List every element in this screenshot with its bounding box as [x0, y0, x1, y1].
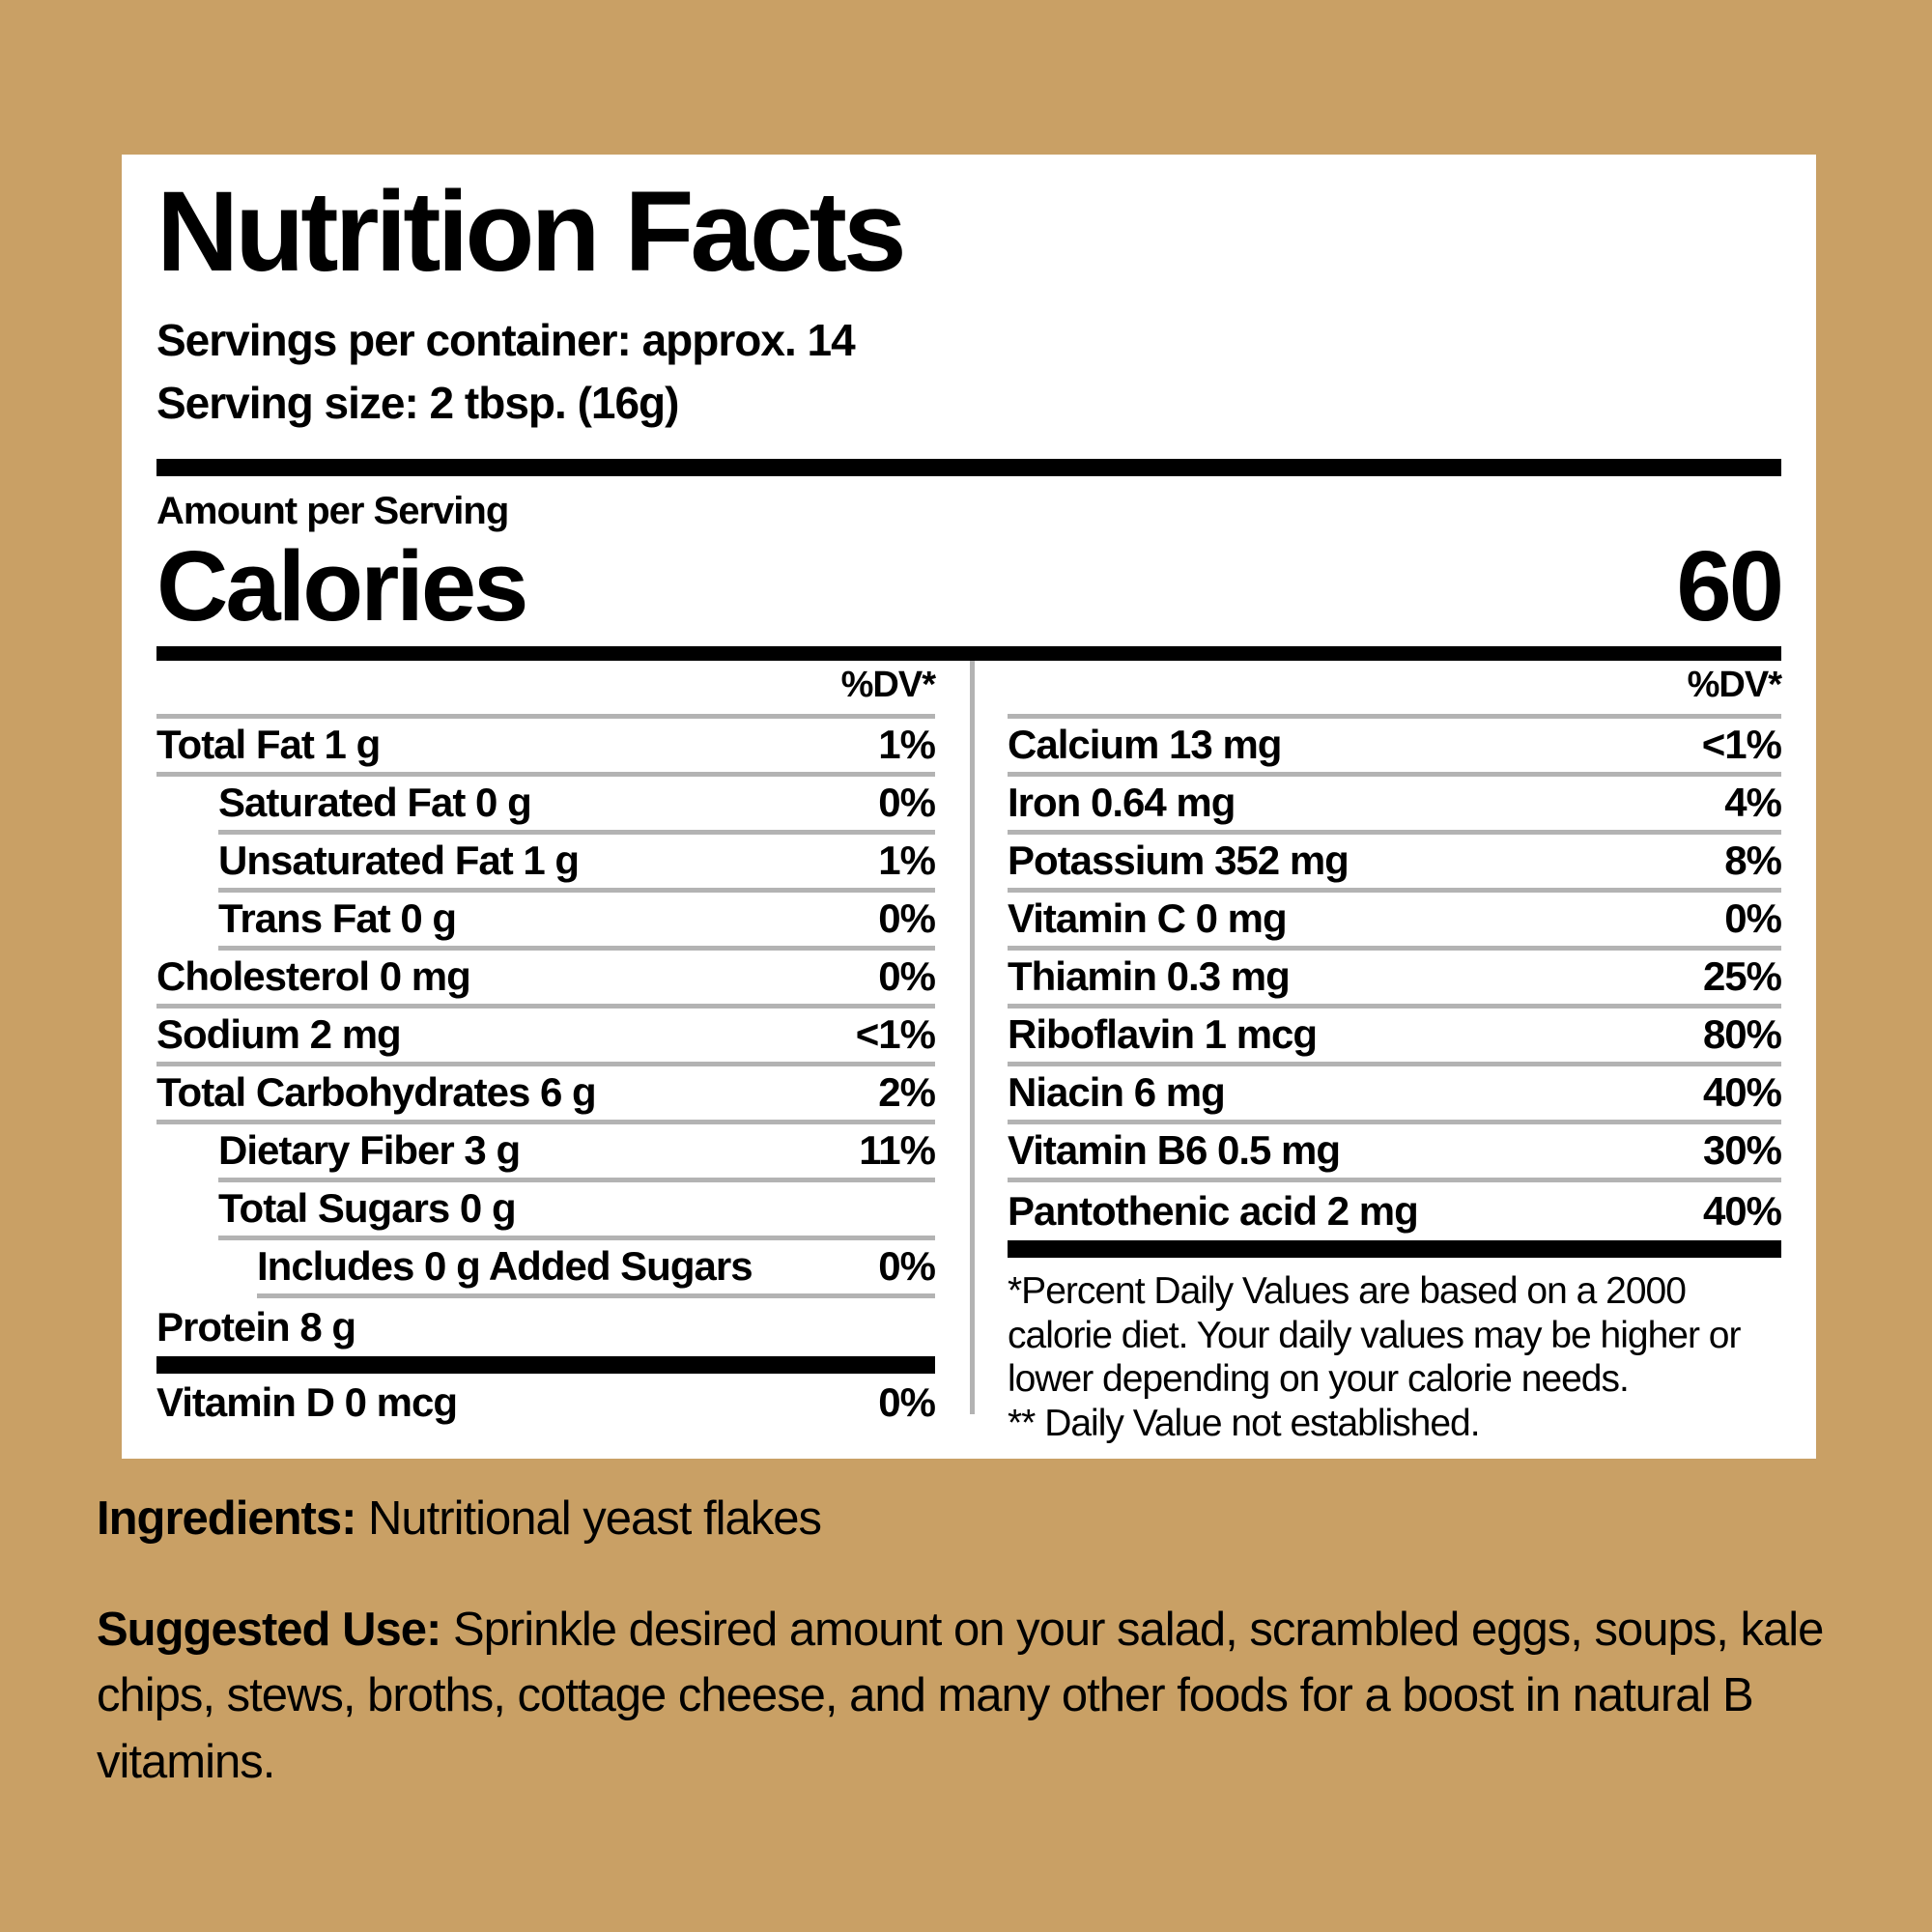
- calories-divider-bar: [156, 645, 1781, 661]
- amount-per-serving-label: Amount per Serving: [156, 489, 509, 532]
- nutrient-dv: 0%: [878, 953, 936, 1000]
- nutrient-dv: 4%: [1724, 780, 1782, 826]
- nutrient-name: Dietary Fiber 3 g: [218, 1127, 521, 1174]
- row-total-fat: Total Fat 1 g 1%: [156, 719, 936, 777]
- ingredients-value: Nutritional yeast flakes: [368, 1492, 822, 1545]
- column-divider-line: [970, 660, 975, 1414]
- nutrient-dv: 2%: [878, 1069, 936, 1116]
- footnote: *Percent Daily Values are based on a 200…: [1008, 1269, 1781, 1446]
- row-total-carbohydrates: Total Carbohydrates 6 g 2%: [156, 1066, 936, 1124]
- ingredients-line: Ingredients: Nutritional yeast flakes: [97, 1486, 1851, 1552]
- nutrient-dv: 0%: [1724, 895, 1782, 942]
- nutrients-table: %DV* Total Fat 1 g 1% Saturated Fat 0 g …: [156, 660, 1782, 1446]
- nutrients-column-right: %DV* Calcium 13 mg <1% Iron 0.64 mg 4% P…: [1008, 661, 1782, 1446]
- top-divider-bar: [156, 458, 1781, 476]
- nutrient-name: Riboflavin 1 mcg: [1008, 1011, 1318, 1058]
- nutrient-dv: 1%: [878, 838, 936, 884]
- left-bottom-divider-bar: [156, 1355, 935, 1374]
- row-trans-fat: Trans Fat 0 g 0%: [218, 893, 936, 951]
- nutrient-dv: <1%: [855, 1011, 936, 1058]
- row-sodium: Sodium 2 mg <1%: [156, 1009, 936, 1066]
- nutrient-name: Pantothenic acid 2 mg: [1008, 1187, 1419, 1234]
- row-riboflavin: Riboflavin 1 mcg 80%: [1008, 1009, 1782, 1066]
- nutrient-name: Sodium 2 mg: [156, 1011, 402, 1058]
- row-potassium: Potassium 352 mg 8%: [1008, 835, 1782, 893]
- suggested-use-label: Suggested Use:: [97, 1603, 441, 1656]
- nutrient-dv: 1%: [878, 722, 936, 768]
- row-niacin: Niacin 6 mg 40%: [1008, 1066, 1782, 1124]
- nutrient-dv: <1%: [1701, 722, 1782, 768]
- ingredients-label: Ingredients:: [97, 1492, 356, 1545]
- nutrient-name: Niacin 6 mg: [1008, 1069, 1226, 1116]
- nutrient-name: Iron 0.64 mg: [1008, 780, 1236, 826]
- row-added-sugars: Includes 0 g Added Sugars 0%: [257, 1240, 936, 1298]
- nutrient-name: Thiamin 0.3 mg: [1008, 953, 1291, 1000]
- nutrient-name: Protein 8 g: [156, 1303, 356, 1350]
- nutrient-dv: 80%: [1702, 1011, 1782, 1058]
- row-vitamin-b6: Vitamin B6 0.5 mg 30%: [1008, 1124, 1782, 1182]
- nutrition-facts-label: Nutrition Facts Servings per container: …: [122, 155, 1816, 1459]
- row-calcium: Calcium 13 mg <1%: [1008, 719, 1782, 777]
- nutrient-dv: 8%: [1724, 838, 1782, 884]
- nutrient-name: Unsaturated Fat 1 g: [218, 838, 580, 884]
- right-bottom-divider-bar: [1008, 1239, 1781, 1258]
- nutrient-name: Calcium 13 mg: [1008, 722, 1282, 768]
- servings-per-container: Servings per container: approx. 14: [156, 315, 856, 366]
- nutrient-name: Vitamin D 0 mcg: [156, 1378, 458, 1425]
- label-title: Nutrition Facts: [156, 168, 907, 296]
- nutrient-dv: 11%: [859, 1127, 936, 1174]
- nutrient-dv: 40%: [1702, 1069, 1782, 1116]
- nutrient-name: Potassium 352 mg: [1008, 838, 1350, 884]
- row-saturated-fat: Saturated Fat 0 g 0%: [218, 777, 936, 835]
- calories-row: Calories 60: [156, 529, 1784, 641]
- nutrient-dv: 0%: [878, 780, 936, 826]
- nutrient-name: Total Carbohydrates 6 g: [156, 1069, 597, 1116]
- nutrient-dv: 40%: [1702, 1187, 1782, 1234]
- dv-header-right: %DV*: [1008, 661, 1782, 719]
- nutrient-dv: 0%: [878, 1243, 936, 1290]
- row-vitamin-c: Vitamin C 0 mg 0%: [1008, 893, 1782, 951]
- bottom-text-block: Ingredients: Nutritional yeast flakes Su…: [97, 1486, 1851, 1795]
- row-vitamin-d: Vitamin D 0 mcg 0%: [156, 1374, 936, 1432]
- nutrient-dv: 25%: [1702, 953, 1782, 1000]
- footnote-daily-values: *Percent Daily Values are based on a 200…: [1008, 1269, 1741, 1401]
- row-dietary-fiber: Dietary Fiber 3 g 11%: [218, 1124, 936, 1182]
- nutrient-dv: 30%: [1702, 1127, 1782, 1174]
- serving-size: Serving size: 2 tbsp. (16g): [156, 378, 679, 429]
- nutrient-dv: 0%: [878, 1378, 936, 1425]
- row-protein: Protein 8 g: [156, 1298, 935, 1356]
- calories-label: Calories: [156, 529, 528, 641]
- nutrient-name: Cholesterol 0 mg: [156, 953, 471, 1000]
- row-pantothenic-acid: Pantothenic acid 2 mg 40%: [1008, 1182, 1782, 1240]
- footnote-not-established: ** Daily Value not established.: [1008, 1402, 1481, 1444]
- nutrient-name: Total Sugars 0 g: [218, 1185, 517, 1232]
- suggested-use-value: Sprinkle desired amount on your salad, s…: [97, 1603, 1824, 1788]
- nutrient-name: Vitamin C 0 mg: [1008, 895, 1288, 942]
- dv-header-left: %DV*: [156, 661, 936, 719]
- nutrient-name: Saturated Fat 0 g: [218, 780, 532, 826]
- row-cholesterol: Cholesterol 0 mg 0%: [156, 951, 936, 1009]
- nutrient-name: Includes 0 g Added Sugars: [257, 1243, 753, 1290]
- nutrient-name: Vitamin B6 0.5 mg: [1008, 1127, 1341, 1174]
- nutrient-name: Trans Fat 0 g: [218, 895, 457, 942]
- row-total-sugars: Total Sugars 0 g: [218, 1182, 935, 1240]
- nutrient-name: Total Fat 1 g: [156, 722, 381, 768]
- suggested-use-line: Suggested Use: Sprinkle desired amount o…: [97, 1597, 1851, 1796]
- row-iron: Iron 0.64 mg 4%: [1008, 777, 1782, 835]
- row-unsaturated-fat: Unsaturated Fat 1 g 1%: [218, 835, 936, 893]
- nutrients-column-left: %DV* Total Fat 1 g 1% Saturated Fat 0 g …: [156, 661, 936, 1432]
- row-thiamin: Thiamin 0.3 mg 25%: [1008, 951, 1782, 1009]
- calories-value: 60: [1676, 529, 1784, 641]
- nutrient-dv: 0%: [878, 895, 936, 942]
